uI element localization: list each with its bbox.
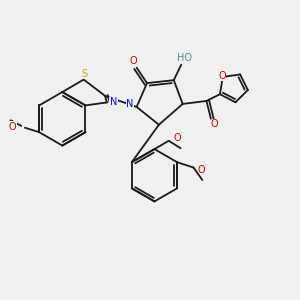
Text: O: O bbox=[129, 56, 137, 66]
Text: O: O bbox=[211, 119, 218, 129]
Text: N: N bbox=[110, 98, 117, 107]
Text: O: O bbox=[198, 165, 206, 175]
Text: O: O bbox=[218, 70, 226, 80]
Text: HO: HO bbox=[177, 53, 192, 63]
Text: S: S bbox=[81, 69, 87, 79]
Text: O: O bbox=[173, 134, 181, 143]
Text: O: O bbox=[9, 122, 16, 131]
Text: N: N bbox=[126, 99, 134, 109]
